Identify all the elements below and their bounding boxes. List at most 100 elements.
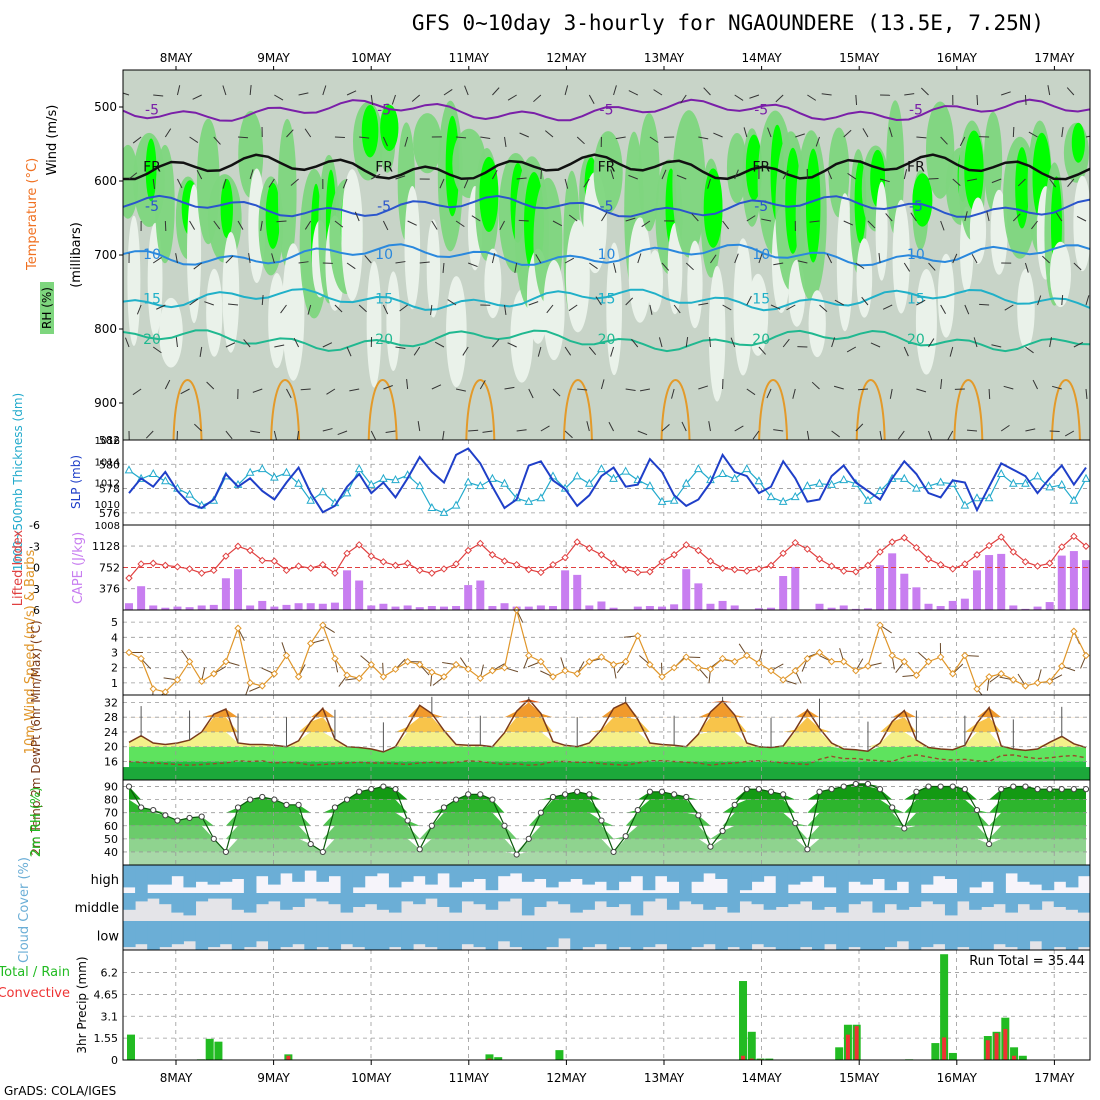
cloud-middle-bar	[739, 893, 753, 902]
rh-point	[307, 840, 314, 848]
upper-wind-barb	[710, 254, 717, 264]
upper-wind-barb	[1073, 262, 1082, 271]
rh-point	[525, 835, 532, 842]
upper-wind-barb	[358, 304, 367, 313]
warm-layer-contour	[758, 379, 789, 440]
thickness-point	[875, 485, 885, 494]
upper-wind-barb	[204, 301, 214, 306]
cloud-low-bar	[727, 921, 740, 948]
upper-wind-barb	[354, 211, 360, 222]
slp-ytick-label: 1012	[95, 479, 120, 490]
rh-dry-cell	[187, 184, 202, 324]
rh-point	[428, 822, 435, 829]
top-date-label: 16MAY	[937, 51, 978, 65]
upper-wind-barb	[346, 90, 357, 96]
cloud-middle-bar	[993, 893, 1006, 905]
bottom-date-label: 16MAY	[937, 1071, 978, 1085]
upper-wind-barb	[222, 85, 227, 96]
upper-wind-barb	[782, 338, 790, 348]
wind-speed-point	[900, 657, 908, 666]
upper-wind-barb	[540, 168, 543, 180]
wind-speed-point	[416, 660, 424, 669]
upper-wind-barb	[991, 178, 1002, 184]
lifted-index-point	[682, 541, 690, 549]
upper-wind-barb	[649, 304, 653, 315]
rh-point	[234, 804, 242, 811]
cloud-middle-bar	[957, 893, 970, 902]
isotherm-label: 20	[143, 332, 161, 348]
rh-band-fill	[129, 825, 1086, 839]
cape-ytick-label: 1128	[92, 540, 120, 553]
wind-speed-point	[331, 654, 339, 663]
upper-wind-barb	[431, 220, 438, 230]
cloud-high-bar	[824, 865, 837, 888]
upper-wind-barb	[986, 211, 990, 222]
cape-bar	[343, 570, 352, 610]
cloud-low-bar	[461, 921, 475, 945]
cloud-low-bar	[413, 921, 426, 945]
wind-speed-point	[391, 665, 400, 673]
cloud-middle-bar	[679, 893, 692, 902]
cloud-middle-bar	[159, 893, 172, 905]
cloud-middle-bar	[896, 893, 910, 910]
thickness-point	[936, 477, 945, 486]
cloud-low-bar	[207, 921, 221, 948]
upper-wind-barb	[1061, 294, 1064, 306]
cloud-high-bar	[123, 865, 136, 888]
wind-speed-point	[985, 673, 993, 681]
cloud-middle-bar	[352, 893, 366, 907]
lifted-index-point	[500, 557, 509, 565]
wind-ytick-label: 2	[111, 662, 118, 675]
upper-wind-barb	[413, 346, 421, 356]
profile-label-wind: Wind (m/s)	[45, 105, 60, 176]
wind-speed-point	[270, 670, 279, 678]
cloud-high-bar	[654, 865, 668, 877]
rh-point	[1046, 786, 1053, 793]
upper-wind-barb	[225, 430, 233, 440]
rh-point	[586, 791, 593, 798]
cloud-middle-bar	[811, 893, 825, 910]
cloud-low-bar	[811, 921, 825, 950]
isotherm-label: -5	[600, 199, 614, 215]
rh-point	[598, 817, 605, 824]
wind-speed-point	[621, 657, 630, 666]
cloud-high-bar	[799, 865, 813, 882]
upper-wind-barb	[189, 220, 196, 230]
upper-wind-barb	[749, 94, 760, 99]
upper-wind-barb	[175, 337, 178, 348]
rh-dry-cell	[667, 222, 683, 315]
upper-wind-barb	[588, 94, 595, 105]
upper-wind-barb	[491, 253, 496, 264]
cloud-high-bar	[328, 865, 342, 877]
lifted-index-point	[210, 566, 218, 575]
upper-wind-barb	[637, 253, 642, 264]
cloud-high-bar	[606, 865, 620, 891]
rh-saturated-cell	[479, 156, 499, 232]
upper-wind-barb	[952, 178, 961, 186]
thickness-point	[354, 464, 364, 473]
cloud-high-bar	[920, 865, 934, 885]
wind-speed-point	[1058, 662, 1066, 670]
upper-wind-barb	[370, 94, 374, 105]
upper-wind-barb	[540, 425, 550, 432]
slp-ytick-label: 1016	[95, 436, 120, 447]
upper-wind-barb	[681, 421, 687, 432]
cloud-low-bar	[401, 921, 414, 950]
wind-speed-point	[488, 667, 497, 675]
wind-speed-point	[646, 660, 654, 669]
rh-point	[452, 796, 460, 803]
rh-moist-cell	[277, 118, 297, 269]
cloud-high-bar	[908, 865, 922, 893]
upper-wind-barb	[456, 136, 467, 139]
upper-wind-barb	[786, 304, 796, 311]
cape-axis-label: CAPE (J/kg)	[71, 532, 86, 604]
isotherm-label: -5	[377, 199, 391, 215]
wind-speed-point	[888, 651, 896, 660]
lifted-index-point	[125, 574, 133, 582]
upper-wind-barb	[940, 220, 945, 231]
upper-wind-barb	[698, 136, 709, 140]
cloud-middle-bar	[836, 893, 849, 913]
wind-speed-point	[634, 632, 642, 640]
isotherm-label: -5	[754, 199, 768, 215]
cloud-high-bar	[703, 865, 716, 874]
